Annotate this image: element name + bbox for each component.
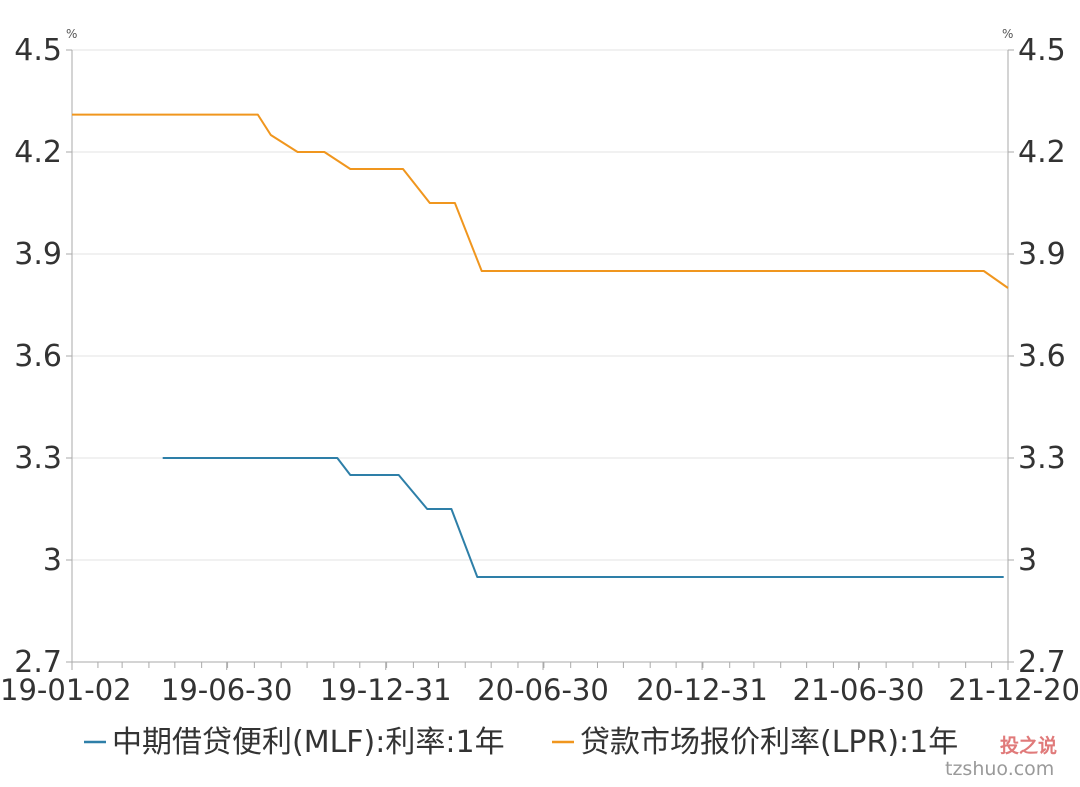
y-tick-label-right: 2.7 — [1018, 645, 1066, 680]
y-tick-label-left: 3 — [43, 543, 62, 578]
x-tick-label: 19-06-30 — [161, 673, 293, 707]
x-tick-label: 20-12-31 — [636, 673, 768, 707]
legend-label-mlf: 中期借贷便利(MLF):利率:1年 — [112, 725, 505, 760]
watermark: 投之说 tzshuo.com — [945, 734, 1057, 780]
legend-item-mlf: 中期借贷便利(MLF):利率:1年 — [84, 725, 505, 760]
y-tick-label-left: 4.5 — [14, 33, 62, 68]
y-tick-label-left: 3.6 — [14, 339, 62, 374]
axis-ticks — [66, 49, 1014, 670]
watermark-brand: 投之说 — [1000, 734, 1057, 757]
x-tick-label: 19-12-31 — [320, 673, 452, 707]
series-line-lpr — [72, 113, 1009, 289]
series-line-mlf — [162, 457, 1004, 578]
y-tick-label-right: 3.3 — [1018, 441, 1066, 476]
x-tick-label: 21-12-20 — [948, 673, 1080, 707]
y-tick-label-right: 3.9 — [1018, 237, 1066, 272]
x-tick-label: 21-06-30 — [793, 673, 925, 707]
grid-lines — [72, 49, 1008, 561]
legend-item-lpr: 贷款市场报价利率(LPR):1年 — [552, 725, 958, 760]
legend-label-lpr: 贷款市场报价利率(LPR):1年 — [580, 725, 958, 760]
watermark-domain: tzshuo.com — [945, 758, 1054, 780]
series-lines — [72, 113, 1009, 578]
x-tick-label: 20-06-30 — [477, 673, 609, 707]
y-tick-label-right: 4.2 — [1018, 135, 1066, 170]
legend: 中期借贷便利(MLF):利率:1年 贷款市场报价利率(LPR):1年 — [84, 725, 958, 760]
y-tick-label-left: 3.3 — [14, 441, 62, 476]
y-unit-right: % — [1002, 27, 1013, 41]
y-tick-label-left: 2.7 — [14, 645, 62, 680]
y-tick-label-left: 3.9 — [14, 237, 62, 272]
x-tick-label: 19-01-02 — [0, 673, 132, 707]
y-tick-label-right: 3.6 — [1018, 339, 1066, 374]
tick-labels: 4.5 4.54.2 4.23.9 3.93.6 3.63.3 3.33 32.7 2.719… — [0, 33, 1080, 707]
y-unit-left: % — [66, 27, 77, 41]
y-tick-label-left: 4.2 — [14, 135, 62, 170]
y-tick-label-right: 3 — [1018, 543, 1037, 578]
y-tick-label-right: 4.5 — [1018, 33, 1066, 68]
